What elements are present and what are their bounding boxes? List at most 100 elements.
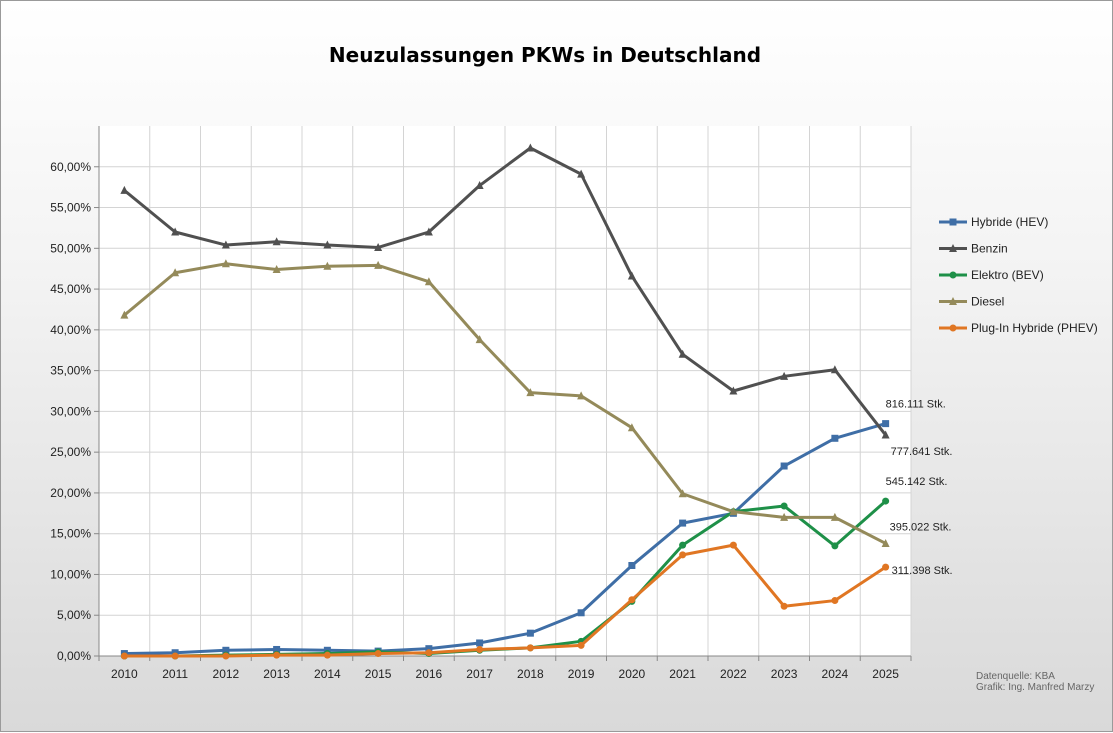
data-point — [881, 430, 890, 439]
data-point — [273, 651, 281, 659]
legend-label: Plug-In Hybride (PHEV) — [971, 321, 1098, 335]
x-tick-label: 2010 — [111, 667, 138, 681]
data-point — [374, 242, 383, 251]
data-point — [222, 652, 230, 660]
data-point — [476, 645, 484, 653]
data-point — [171, 652, 179, 660]
data-point — [780, 512, 789, 521]
data-point — [120, 185, 129, 194]
data-point — [424, 227, 433, 236]
data-point — [679, 541, 687, 549]
data-point — [729, 386, 738, 395]
y-tick-label: 5,00% — [57, 608, 91, 622]
x-tick-label: 2025 — [872, 667, 899, 681]
data-point — [627, 271, 636, 280]
data-point — [882, 420, 890, 428]
data-point — [949, 271, 957, 279]
y-tick-label: 45,00% — [50, 282, 91, 296]
series-line — [123, 146, 887, 436]
series-line — [124, 543, 887, 658]
legend-label: Elektro (BEV) — [971, 268, 1044, 282]
x-tick-label: 2016 — [416, 667, 443, 681]
legend-item: Elektro (BEV) — [939, 268, 1044, 282]
end-value-label: 311.398 Stk. — [892, 565, 953, 577]
data-point — [881, 538, 890, 547]
data-point — [949, 244, 957, 252]
data-point — [424, 277, 433, 286]
data-point — [830, 365, 839, 374]
x-tick-label: 2024 — [822, 667, 849, 681]
legend: Hybride (HEV) Benzin Elektro (BEV) Diesel Pl… — [939, 215, 1098, 335]
legend-item: Benzin — [939, 242, 1008, 256]
series-benzin: 777.641 Stk. — [120, 143, 953, 458]
data-point — [831, 597, 839, 605]
series-line — [123, 262, 887, 545]
legend-label: Diesel — [971, 295, 1004, 309]
data-point — [831, 434, 839, 442]
y-tick-label: 30,00% — [50, 404, 91, 418]
data-point — [882, 497, 890, 505]
y-tick-label: 60,00% — [50, 160, 91, 174]
data-point — [374, 650, 382, 658]
y-tick-label: 25,00% — [50, 445, 91, 459]
legend-item: Hybride (HEV) — [939, 215, 1048, 229]
data-point — [171, 268, 180, 277]
y-tick-label: 50,00% — [50, 241, 91, 255]
data-point — [374, 260, 383, 269]
data-point — [627, 423, 636, 432]
x-tick-label: 2011 — [162, 667, 188, 681]
end-value-label: 395.022 Stk. — [890, 521, 952, 533]
legend-label: Benzin — [971, 242, 1008, 256]
end-value-label: 545.142 Stk. — [886, 476, 948, 488]
data-point — [120, 652, 128, 660]
author-credit: Grafik: Ing. Manfred Marzy — [976, 682, 1094, 693]
data-point — [949, 297, 957, 305]
y-tick-label: 15,00% — [50, 527, 91, 541]
data-point — [628, 596, 636, 604]
data-point — [425, 645, 433, 653]
y-tick-label: 0,00% — [57, 649, 91, 663]
data-point — [949, 324, 957, 332]
series-hybride-hev: 816.111 Stk. — [120, 399, 946, 658]
data-point — [780, 462, 788, 470]
chart-title: Neuzulassungen PKWs in Deutschland — [329, 43, 761, 67]
series-diesel: 395.022 Stk. — [120, 259, 951, 547]
data-point — [323, 651, 331, 659]
data-point — [830, 512, 839, 521]
x-tick-label: 2017 — [466, 667, 493, 681]
x-tick-label: 2018 — [517, 667, 544, 681]
data-point — [679, 519, 687, 527]
data-point — [221, 240, 230, 249]
series-line — [124, 422, 887, 656]
y-tick-label: 40,00% — [50, 323, 91, 337]
data-point — [526, 388, 535, 397]
x-tick-label: 2019 — [568, 667, 595, 681]
legend-item: Diesel — [939, 295, 1004, 309]
data-point — [628, 561, 636, 569]
data-point — [577, 391, 586, 400]
x-tick-label: 2014 — [314, 667, 341, 681]
data-point — [425, 649, 433, 657]
data-point — [831, 542, 839, 550]
x-tick-label: 2022 — [720, 667, 747, 681]
x-tick-label: 2020 — [619, 667, 646, 681]
data-point — [323, 240, 332, 249]
data-point — [780, 502, 788, 510]
data-point — [526, 629, 534, 637]
data-point — [475, 335, 484, 344]
data-point — [171, 227, 180, 236]
end-value-label: 777.641 Stk. — [891, 446, 953, 458]
legend-label: Hybride (HEV) — [971, 215, 1048, 229]
end-value-label: 816.111 Stk. — [886, 399, 946, 411]
data-point — [222, 646, 230, 654]
data-point — [273, 645, 281, 653]
y-tick-label: 10,00% — [50, 567, 91, 581]
data-point — [729, 541, 737, 549]
y-tick-label: 20,00% — [50, 486, 91, 500]
data-point — [780, 602, 788, 610]
y-tick-label: 35,00% — [50, 364, 91, 378]
data-point — [272, 237, 281, 246]
data-point — [526, 644, 534, 652]
y-tick-label: 55,00% — [50, 201, 91, 215]
